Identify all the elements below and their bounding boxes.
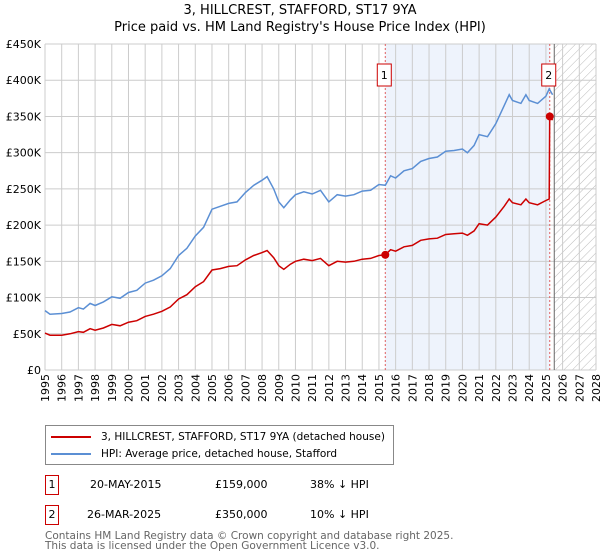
price-chart: 1995 1996 1997 1998 1999 2000 2001 2002 2003 2004… bbox=[6, 38, 600, 402]
transaction-hpi-diff: 10% ↓ HPI bbox=[310, 508, 369, 521]
x-tick-label: 2010 bbox=[289, 374, 302, 402]
x-tick-label: 2028 bbox=[590, 374, 600, 402]
sale-point bbox=[381, 250, 390, 259]
x-tick-label: 2005 bbox=[206, 374, 219, 402]
x-tick-label: 2003 bbox=[173, 374, 186, 402]
x-tick-label: 2020 bbox=[456, 374, 469, 402]
transaction-price: £159,000 bbox=[215, 478, 268, 491]
y-tick-label: £350K bbox=[6, 110, 42, 123]
x-tick-label: 1995 bbox=[39, 374, 52, 402]
y-tick-label: £250K bbox=[6, 183, 42, 196]
x-tick-label: 2008 bbox=[256, 374, 269, 402]
y-tick-label: £50K bbox=[13, 328, 42, 341]
transaction-row: 1 20-MAY-2015 £159,000 38% ↓ HPI bbox=[45, 475, 445, 495]
x-tick-label: 2007 bbox=[239, 374, 252, 402]
x-tick-label: 2013 bbox=[340, 374, 353, 402]
x-tick-label: 2026 bbox=[557, 374, 570, 402]
marker-badge: 2 bbox=[45, 505, 59, 525]
x-tick-label: 2015 bbox=[373, 374, 386, 402]
legend-label: 3, HILLCREST, STAFFORD, ST17 9YA (detach… bbox=[101, 431, 385, 443]
y-tick-label: £150K bbox=[6, 255, 42, 268]
x-tick-label: 2027 bbox=[573, 374, 586, 402]
x-tick-label: 2021 bbox=[473, 374, 486, 402]
y-tick-label: £200K bbox=[6, 219, 42, 232]
x-tick-label: 2019 bbox=[440, 374, 453, 402]
x-tick-label: 1998 bbox=[89, 374, 102, 402]
forecast-hatch bbox=[554, 44, 596, 370]
transaction-date: 26-MAR-2025 bbox=[87, 508, 162, 521]
x-tick-label: 1999 bbox=[106, 374, 119, 402]
highlight-region bbox=[385, 44, 550, 370]
sale-point bbox=[545, 112, 554, 121]
transaction-price: £350,000 bbox=[215, 508, 268, 521]
legend-label: HPI: Average price, detached house, Staf… bbox=[101, 448, 338, 460]
y-tick-label: £300K bbox=[6, 147, 42, 160]
y-tick-label: £450K bbox=[6, 38, 42, 51]
property-price-line bbox=[44, 114, 554, 336]
footer: Contains HM Land Registry data © Crown c… bbox=[45, 530, 454, 552]
transaction-hpi-diff: 38% ↓ HPI bbox=[310, 478, 369, 491]
y-tick-label: £0 bbox=[27, 364, 41, 377]
marker-badge-box bbox=[541, 63, 557, 87]
x-tick-label: 2018 bbox=[423, 374, 436, 402]
x-tick-label: 2009 bbox=[273, 374, 286, 402]
x-tick-label: 2025 bbox=[540, 374, 553, 402]
footer-copyright: Contains HM Land Registry data © Crown c… bbox=[45, 530, 454, 542]
red-line-swatch bbox=[51, 436, 91, 438]
x-tick-label: 2004 bbox=[189, 374, 202, 402]
y-tick-label: £100K bbox=[6, 292, 42, 305]
y-tick-label: £400K bbox=[6, 74, 42, 87]
x-tick-label: 2016 bbox=[390, 374, 403, 402]
legend-item-hpi: HPI: Average price, detached house, Staf… bbox=[51, 446, 337, 462]
chart-title: 3, HILLCREST, STAFFORD, ST17 9YA bbox=[183, 3, 417, 18]
x-tick-label: 2001 bbox=[139, 374, 152, 402]
chart-legend: 3, HILLCREST, STAFFORD, ST17 9YA (detach… bbox=[45, 425, 394, 465]
x-tick-label: 2023 bbox=[507, 374, 520, 402]
x-tick-label: 2014 bbox=[356, 374, 369, 402]
marker-label: 2 bbox=[545, 69, 552, 82]
chart-subtitle: Price paid vs. HM Land Registry's House … bbox=[114, 20, 486, 35]
transaction-date: 20-MAY-2015 bbox=[90, 478, 162, 491]
blue-line-swatch bbox=[51, 453, 91, 455]
footer-licence: This data is licensed under the Open Gov… bbox=[45, 540, 380, 552]
marker-badge-box bbox=[376, 63, 392, 87]
x-tick-label: 1996 bbox=[56, 374, 69, 402]
x-tick-label: 1997 bbox=[72, 374, 85, 402]
x-tick-label: 2011 bbox=[306, 374, 319, 402]
marker-badge: 1 bbox=[45, 475, 59, 495]
x-tick-label: 2022 bbox=[490, 374, 503, 402]
x-tick-label: 2002 bbox=[156, 374, 169, 402]
marker-label: 1 bbox=[381, 69, 388, 82]
x-tick-label: 2024 bbox=[523, 374, 536, 402]
x-tick-label: 2006 bbox=[223, 374, 236, 402]
legend-item-property: 3, HILLCREST, STAFFORD, ST17 9YA (detach… bbox=[51, 429, 385, 445]
x-tick-label: 2012 bbox=[323, 374, 336, 402]
transaction-row: 2 26-MAR-2025 £350,000 10% ↓ HPI bbox=[45, 505, 445, 525]
x-tick-label: 2000 bbox=[122, 374, 135, 402]
hpi-line bbox=[44, 87, 554, 315]
x-tick-label: 2017 bbox=[406, 374, 419, 402]
